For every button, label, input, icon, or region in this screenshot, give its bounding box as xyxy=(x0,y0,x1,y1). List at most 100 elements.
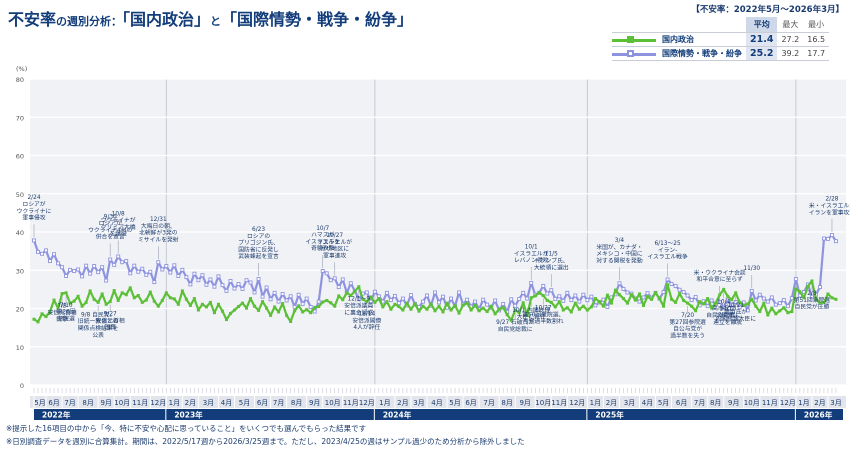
data-point xyxy=(685,293,690,298)
month-label: 3月 xyxy=(830,399,841,407)
data-point xyxy=(637,292,641,296)
annotation-text: 内閣総理大臣に xyxy=(715,314,756,322)
data-point xyxy=(168,296,172,300)
month-label: 7月 xyxy=(483,399,494,407)
annotation-text: 第27回参院選 xyxy=(669,318,706,326)
data-point xyxy=(757,292,762,297)
data-point xyxy=(810,279,814,283)
data-point xyxy=(377,297,381,301)
data-point xyxy=(698,300,702,304)
data-point xyxy=(545,298,549,302)
data-point xyxy=(409,307,413,311)
data-point xyxy=(44,248,48,253)
month-label: 9月 xyxy=(728,399,739,407)
data-point xyxy=(345,291,349,295)
data-point xyxy=(537,291,541,295)
data-point xyxy=(312,309,317,314)
data-point xyxy=(549,288,554,293)
data-point xyxy=(76,294,80,298)
data-point xyxy=(661,290,666,295)
month-label: 9月 xyxy=(519,399,530,407)
data-point xyxy=(321,300,325,304)
data-point xyxy=(758,310,762,314)
annotation-text: 9/27 xyxy=(104,312,117,318)
data-point xyxy=(729,302,734,307)
data-point xyxy=(184,275,189,280)
annotation-text: イスラエルが xyxy=(317,238,352,246)
annotation-text: 銃撃 xyxy=(56,315,68,323)
data-point xyxy=(433,290,437,295)
annotation-text: 6/13～25 xyxy=(654,241,681,247)
data-point xyxy=(132,263,137,268)
year-band xyxy=(795,409,843,420)
data-point xyxy=(172,263,177,268)
annotation-text: トランプ氏、 xyxy=(534,257,569,265)
data-point xyxy=(388,298,393,303)
data-point xyxy=(761,296,766,301)
annotation-text: 参院選 xyxy=(57,314,75,322)
data-point xyxy=(525,313,529,317)
data-point xyxy=(156,304,160,308)
stats-row-domestic: 国内政治 21.4 27.2 16.5 xyxy=(612,32,830,47)
month-label: 4月 xyxy=(642,399,653,407)
legend-label-domestic: 国内政治 xyxy=(658,32,746,47)
data-point xyxy=(60,292,64,296)
data-point xyxy=(304,296,309,301)
stats-avg-international: 25.2 xyxy=(746,46,778,61)
data-point xyxy=(762,301,766,305)
data-point xyxy=(765,299,770,304)
data-point xyxy=(425,293,429,298)
data-point xyxy=(301,310,305,314)
data-point xyxy=(662,304,666,308)
annotation-text: 10/1 xyxy=(525,244,538,250)
data-point xyxy=(589,305,593,309)
annotation-text: 北朝鮮が3発の xyxy=(139,229,178,237)
data-point xyxy=(296,292,301,297)
data-point xyxy=(264,285,269,290)
data-point xyxy=(373,300,377,304)
data-point xyxy=(144,298,148,302)
data-point xyxy=(124,259,129,264)
data-point xyxy=(280,292,285,296)
data-point xyxy=(690,304,694,308)
data-point xyxy=(56,261,61,266)
data-point xyxy=(305,308,309,312)
data-point xyxy=(353,289,357,293)
data-point xyxy=(381,305,385,309)
month-label: 7月 xyxy=(694,399,705,407)
month-label: 1月 xyxy=(379,399,390,407)
data-point xyxy=(717,300,722,304)
data-point xyxy=(200,273,205,278)
data-point xyxy=(329,301,333,305)
data-point xyxy=(642,303,646,307)
data-point xyxy=(646,295,650,299)
data-point xyxy=(673,283,678,288)
data-point xyxy=(340,277,345,282)
annotation-text: 対する関税を発動 xyxy=(596,256,643,264)
data-point xyxy=(613,288,617,292)
data-point xyxy=(449,308,453,312)
annotation-text: 4人が辞任 xyxy=(353,323,380,331)
data-point xyxy=(112,289,116,293)
data-point xyxy=(188,282,193,287)
data-point xyxy=(232,308,236,312)
month-label: 12月 xyxy=(359,399,375,407)
data-point xyxy=(196,308,200,312)
data-point xyxy=(80,274,85,279)
month-label: 2月 xyxy=(185,399,196,407)
data-point xyxy=(665,277,670,282)
annotation-text: 12/1～9 xyxy=(348,297,371,303)
data-point xyxy=(236,282,241,286)
data-point xyxy=(774,312,778,316)
data-point xyxy=(834,239,838,244)
data-point xyxy=(781,298,786,303)
data-point xyxy=(265,306,269,310)
data-point xyxy=(72,269,77,273)
data-point xyxy=(433,309,437,313)
data-point xyxy=(457,290,461,295)
title-conjunction: と xyxy=(210,15,222,28)
data-point xyxy=(645,291,650,296)
data-point xyxy=(277,310,281,314)
year-label: 2024年 xyxy=(383,410,412,420)
annotation-text: 10/8 xyxy=(112,211,125,217)
